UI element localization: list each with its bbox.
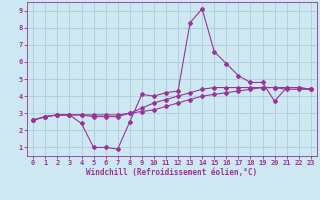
X-axis label: Windchill (Refroidissement éolien,°C): Windchill (Refroidissement éolien,°C) xyxy=(86,168,258,177)
